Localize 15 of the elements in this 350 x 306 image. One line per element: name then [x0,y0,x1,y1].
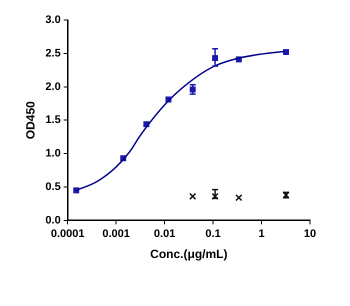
y-tick-label: 2.5 [45,47,61,60]
x-tick-label: 0.001 [102,228,130,240]
x-tick-label: 0.1 [205,228,221,240]
y-tick-label: 1.0 [45,148,61,160]
y-axis-title: OD450 [24,100,38,140]
x-tick-label: 10 [304,228,316,240]
y-tick-label: 3.0 [45,14,61,26]
y-tick-label: 0.5 [45,181,61,194]
x-tick-label: 1 [258,228,265,240]
y-tick-label: 2.0 [45,80,61,93]
x-tick-label: 0.01 [154,228,176,240]
y-tick-label: 1.5 [45,114,61,126]
x-tick-label: 0.0001 [50,228,85,240]
x-axis-title: Conc.(μg/mL) [150,247,228,262]
y-tick-label: 0.0 [45,214,61,226]
